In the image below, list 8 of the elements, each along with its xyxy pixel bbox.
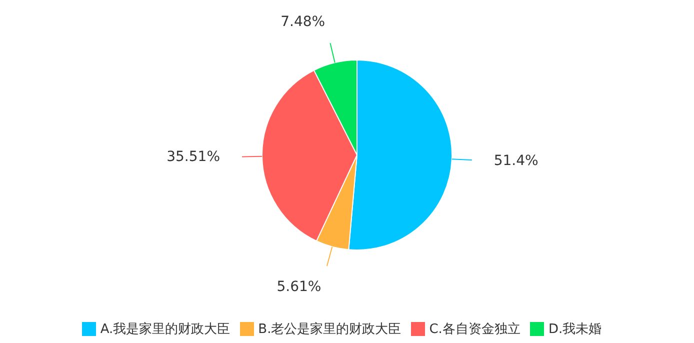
- data-label: 5.61%: [276, 279, 322, 296]
- legend-label: A.我是家里的财政大臣: [100, 322, 230, 337]
- data-label: 7.48%: [280, 14, 326, 30]
- data-label: 51.4%: [494, 153, 538, 170]
- legend-label: D.我未婚: [548, 322, 602, 337]
- data-label: 35.51%: [166, 149, 220, 166]
- legend-label: C.各自资金独立: [429, 322, 520, 337]
- legend-label: B.老公是家里的财政大臣: [258, 322, 402, 337]
